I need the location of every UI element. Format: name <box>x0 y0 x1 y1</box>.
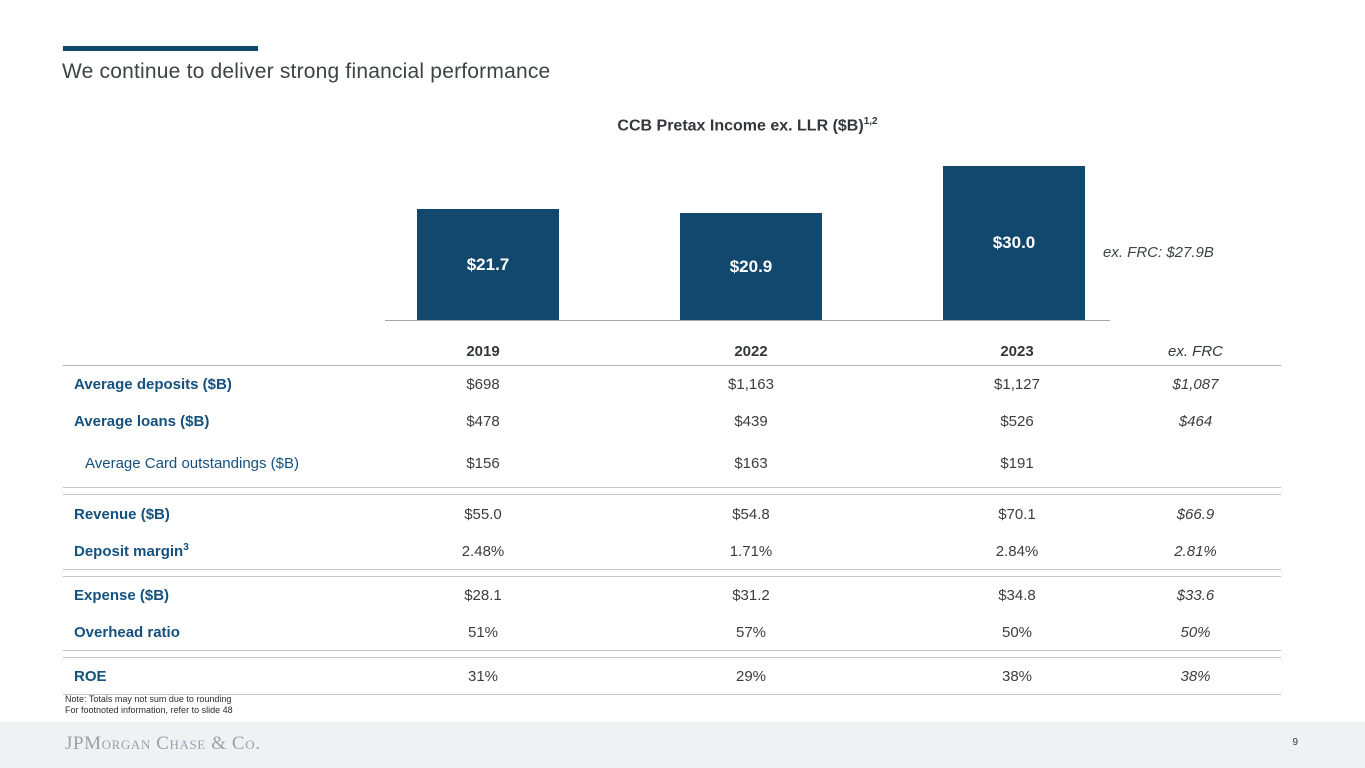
chart-x-axis-line <box>385 320 1110 321</box>
value-cell: 50% <box>1001 623 1033 641</box>
bar-2019: $21.7 <box>417 209 559 320</box>
value-cell: 1.71% <box>729 542 773 560</box>
value-cell: $439 <box>734 413 768 430</box>
chart-title-text: CCB Pretax Income ex. LLR ($B) <box>617 117 864 135</box>
header-2022: 2022 <box>734 342 768 360</box>
value-cell: 38% <box>1180 667 1211 685</box>
jpmorgan-chase-logo: JPMorgan Chase & Co. <box>65 733 261 754</box>
section-divider <box>63 650 1281 658</box>
footer-bar: JPMorgan Chase & Co. 9 <box>0 722 1365 768</box>
value-cell: $28.1 <box>464 587 502 604</box>
bar-2023: $30.0 <box>943 166 1085 320</box>
table-row: Average Card outstandings ($B) $156 $163 $1… <box>63 440 1281 487</box>
value-cell: $54.8 <box>732 505 770 523</box>
row-label: ROE <box>74 667 107 685</box>
value-cell: $1,163 <box>728 376 774 393</box>
value-cell: 2.84% <box>995 542 1039 560</box>
footnote-line-2: For footnoted information, refer to slid… <box>65 705 233 715</box>
header-2023: 2023 <box>1000 342 1034 360</box>
value-cell: $464 <box>1178 413 1213 430</box>
value-cell: $1,087 <box>1172 376 1219 393</box>
table-row: Deposit margin3 2.48% 1.71% 2.84% 2.81% <box>63 533 1281 569</box>
footnotes: Note: Totals may not sum due to rounding… <box>65 694 233 716</box>
section-divider <box>63 569 1281 577</box>
bar-2022: $20.9 <box>680 213 822 320</box>
footnote-line-1: Note: Totals may not sum due to rounding <box>65 694 232 704</box>
value-cell: 2.48% <box>461 542 505 560</box>
value-cell: 2.81% <box>1174 542 1217 560</box>
table-body: Average deposits ($B) $698 $1,163 $1,127 $1,… <box>63 366 1281 694</box>
title-accent-bar <box>63 46 258 51</box>
value-cell: 31% <box>467 667 499 685</box>
footnote-ref: 3 <box>183 542 189 553</box>
value-cell: 51% <box>467 623 499 641</box>
value-cell: 29% <box>735 667 767 685</box>
bar-value-label: $20.9 <box>729 256 773 276</box>
value-cell: $698 <box>466 376 500 393</box>
table-row: Average loans ($B) $478 $439 $526 $464 <box>63 403 1281 440</box>
ex-frc-annotation: ex. FRC: $27.9B <box>1103 244 1214 261</box>
table-row: Expense ($B) $28.1 $31.2 $34.8 $33.6 <box>63 577 1281 614</box>
value-cell: $1,127 <box>994 376 1040 393</box>
chart-title-footnote-ref: 1,2 <box>863 116 878 127</box>
table-row: ROE 31% 29% 38% 38% <box>63 658 1281 694</box>
chart-title: CCB Pretax Income ex. LLR ($B)1,2 <box>385 116 1110 135</box>
table-row: Overhead ratio 51% 57% 50% 50% <box>63 614 1281 650</box>
value-cell: $156 <box>466 455 500 472</box>
value-cell: $526 <box>1000 413 1034 430</box>
value-cell: 38% <box>1001 667 1033 685</box>
value-cell: $31.2 <box>732 587 770 604</box>
row-label: Average loans ($B) <box>74 413 210 430</box>
value-cell: 57% <box>735 623 767 641</box>
bar-value-label: $21.7 <box>466 254 510 274</box>
row-label: Expense ($B) <box>74 587 170 604</box>
header-ex-frc: ex. FRC <box>1167 342 1223 360</box>
financial-table: 2019 2022 2023 ex. FRC Average deposits … <box>63 337 1281 695</box>
row-label: Deposit margin3 <box>74 542 189 560</box>
table-header-row: 2019 2022 2023 ex. FRC <box>63 337 1281 366</box>
value-cell: $478 <box>466 413 500 430</box>
header-2019: 2019 <box>466 342 500 360</box>
row-label: Overhead ratio <box>74 623 180 641</box>
table-row: Revenue ($B) $55.0 $54.8 $70.1 $66.9 <box>63 495 1281 533</box>
row-label: Average Card outstandings ($B) <box>85 455 300 472</box>
bar-value-label: $30.0 <box>992 233 1036 252</box>
value-cell: $70.1 <box>998 505 1036 523</box>
value-cell: $66.9 <box>1176 505 1215 523</box>
value-cell: $34.8 <box>998 587 1036 604</box>
value-cell: $55.0 <box>464 505 502 523</box>
page-title: We continue to deliver strong financial … <box>62 60 551 83</box>
value-cell: $163 <box>734 455 768 472</box>
value-cell: $191 <box>1000 455 1034 472</box>
value-cell: 50% <box>1180 623 1211 641</box>
page-number: 9 <box>1292 737 1298 748</box>
row-label: Revenue ($B) <box>74 505 170 523</box>
row-label: Average deposits ($B) <box>74 376 232 393</box>
value-cell: $33.6 <box>1176 587 1215 604</box>
section-divider <box>63 487 1281 495</box>
table-row: Average deposits ($B) $698 $1,163 $1,127 $1,… <box>63 366 1281 403</box>
table-bottom-line <box>63 694 1281 695</box>
